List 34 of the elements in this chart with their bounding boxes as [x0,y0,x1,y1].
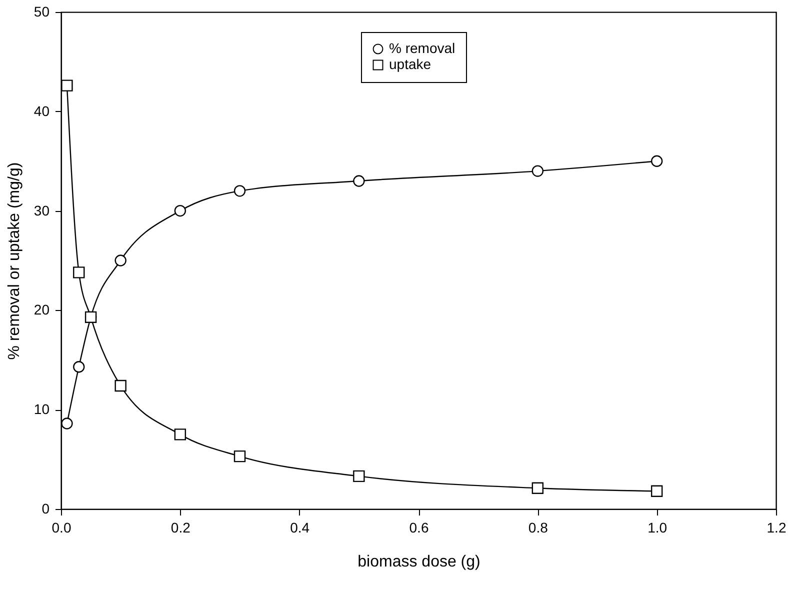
point [353,175,365,187]
point [114,380,126,392]
legend-label: % removal [389,40,456,56]
x-tick-label: 0.8 [528,520,548,536]
point [61,418,73,430]
point [174,428,186,440]
y-axis-title: % removal or uptake (mg/g) [6,162,23,360]
point [114,254,126,266]
x-axis-title: biomass dose (g) [358,554,480,570]
point [532,165,544,177]
y-tick-label: 50 [34,4,50,20]
x-tick-label: 0.6 [409,520,429,536]
x-tick-label: 1.0 [648,520,668,536]
x-tick-label: 0.2 [170,520,191,536]
y-tick-label: 10 [34,401,50,418]
y-tick-label: 30 [34,202,50,218]
point [174,204,186,217]
x-tick-label: 1.2 [766,520,786,536]
x-tick-label: 0.0 [52,520,72,536]
y-tick-label: 40 [34,102,50,119]
point [650,155,663,167]
point [234,450,246,462]
legend-label: uptake [389,56,432,72]
point [353,470,365,482]
point [234,185,246,197]
point [650,485,663,497]
x-tick-label: 0.4 [290,520,310,536]
point [84,311,97,323]
point [73,266,85,278]
point [532,482,544,494]
point [61,80,73,92]
y-tick-label: 0 [42,500,50,516]
point [73,361,85,373]
y-tick-label: 20 [34,302,50,318]
